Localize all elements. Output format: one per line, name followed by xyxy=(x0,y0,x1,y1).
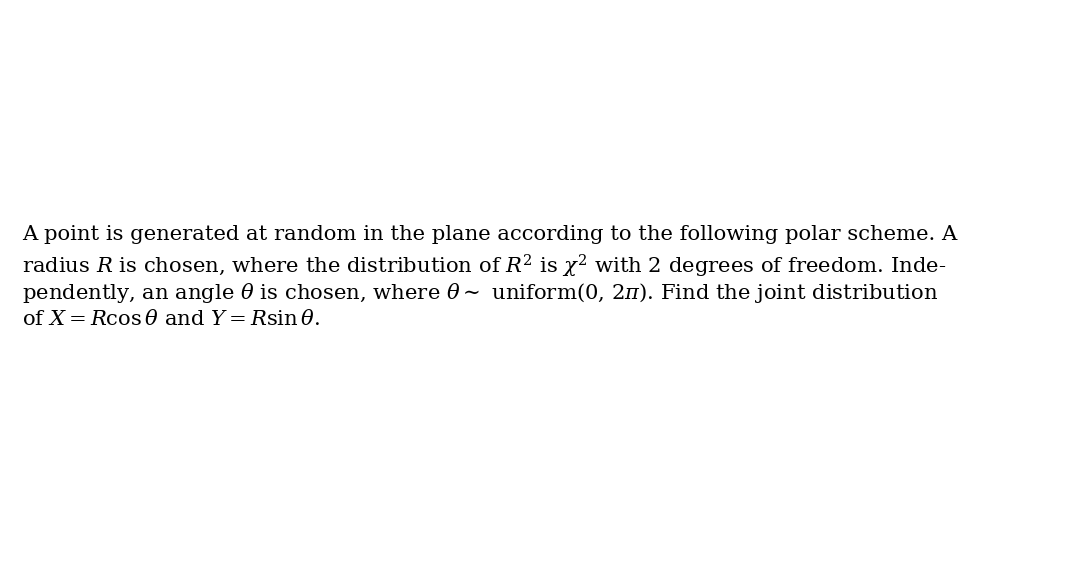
Text: of $X = R\cos\theta$ and $Y = R\sin\theta$.: of $X = R\cos\theta$ and $Y = R\sin\thet… xyxy=(22,309,320,329)
Text: radius $R$ is chosen, where the distribution of $R^2$ is $\chi^2$ with 2 degrees: radius $R$ is chosen, where the distribu… xyxy=(22,253,946,280)
Text: pendently, an angle $\theta$ is chosen, where $\theta \sim$ uniform(0, $2\pi$). : pendently, an angle $\theta$ is chosen, … xyxy=(22,281,939,305)
Text: A point is generated at random in the plane according to the following polar sch: A point is generated at random in the pl… xyxy=(22,225,957,244)
